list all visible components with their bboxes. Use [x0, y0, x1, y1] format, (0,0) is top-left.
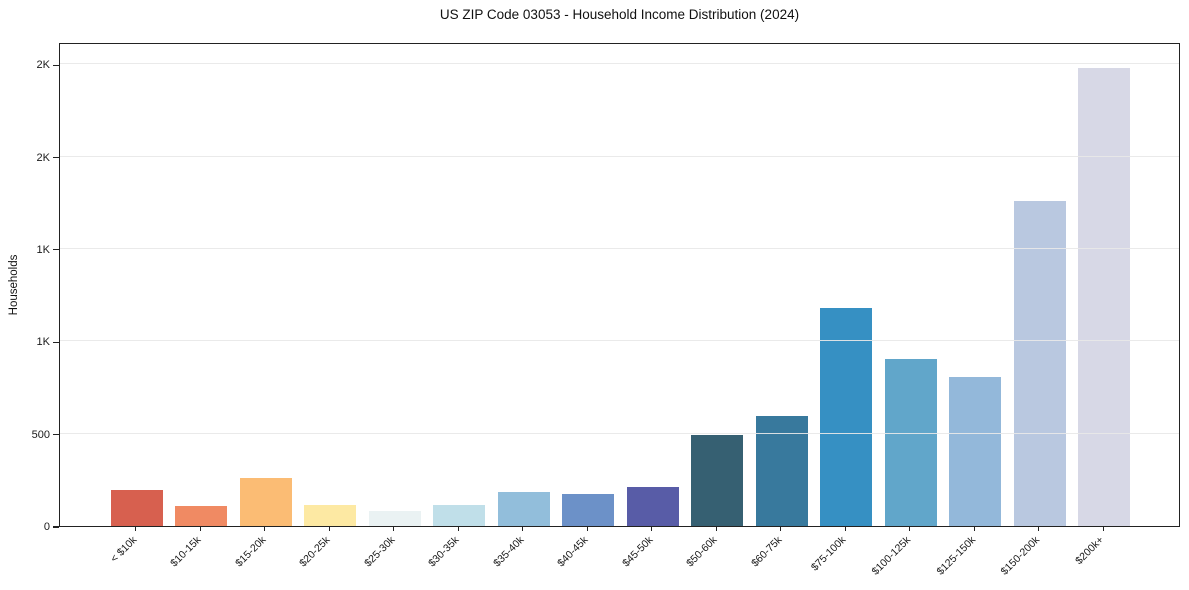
ytick-label: 1K [36, 336, 50, 349]
ytick-mark-2500 [53, 64, 59, 66]
y-axis-label: Households [8, 254, 20, 316]
xtick-label: $50-60k [684, 534, 720, 570]
bar-$150-200k [1013, 200, 1066, 526]
gridline-1500 [60, 247, 1179, 249]
xtick-mark-$50-60k [715, 527, 717, 531]
xtick-label: $150-200k [998, 534, 1043, 578]
bar-$75-100k [820, 307, 873, 526]
xtick-mark-$35-40k [522, 527, 524, 531]
bar-$100-125k [884, 358, 937, 526]
xtick-label: $40-45k [555, 534, 591, 570]
xtick-mark-$200k+ [1102, 527, 1104, 531]
xtick-mark-$40-45k [586, 527, 588, 531]
xtick-mark-$30-35k [457, 527, 459, 531]
bar-$35-40k [497, 491, 550, 526]
xtick-label: $30-35k [426, 534, 462, 570]
xtick-label: < $10k [108, 534, 140, 565]
ytick-label: 1K [36, 243, 50, 256]
gridline-500 [60, 432, 1179, 434]
ytick-mark-1000 [53, 341, 59, 343]
xtick-mark-$20-25k [328, 527, 330, 531]
ytick-mark-2000 [53, 156, 59, 159]
xtick-label: $25-30k [361, 534, 398, 570]
xtick-label: $10-15k [168, 534, 204, 570]
bar-$30-35k [433, 505, 486, 526]
xtick-mark-$25-30k [393, 527, 395, 531]
xtick-label: $45-50k [619, 534, 656, 570]
bar-$45-50k [626, 487, 679, 526]
xtick-mark-$100-125k [909, 527, 911, 531]
xtick-label: $100-125k [869, 534, 914, 578]
xtick-mark-< $10k [135, 527, 137, 531]
bar-$200k+ [1078, 67, 1131, 526]
xtick-mark-$10-15k [199, 527, 201, 531]
xtick-mark-$75-100k [844, 527, 846, 531]
ytick-label: 500 [31, 428, 50, 441]
xtick-mark-$60-75k [780, 527, 782, 531]
xtick-label: $60-75k [748, 534, 785, 570]
xtick-mark-$125-150k [973, 527, 975, 531]
ytick-label: 2K [36, 59, 50, 72]
xtick-mark-$150-200k [1038, 527, 1040, 531]
ytick-label: 0 [43, 521, 50, 533]
ytick-mark-0 [53, 526, 59, 528]
bar-$20-25k [304, 504, 357, 526]
xtick-mark-$15-20k [264, 527, 266, 531]
bar-$125-150k [949, 377, 1002, 526]
bar-$60-75k [755, 416, 808, 526]
bar-$40-45k [562, 493, 615, 526]
bar-< $10k [110, 490, 163, 526]
plot-area [59, 43, 1180, 527]
xtick-label: $20-25k [297, 534, 333, 570]
bar-$10-15k [175, 505, 228, 526]
xtick-label: $15-20k [232, 534, 269, 570]
bar-$50-60k [691, 435, 744, 526]
bar-$15-20k [239, 478, 292, 526]
xtick-label: $75-100k [809, 534, 849, 574]
ytick-mark-1500 [53, 249, 59, 251]
xtick-label: $200k+ [1073, 534, 1107, 568]
bar-$25-30k [368, 510, 421, 526]
ytick-mark-500 [53, 434, 59, 436]
ytick-label: 2K [36, 151, 50, 164]
xtick-label: $125-150k [934, 534, 978, 578]
gridline-2000 [60, 155, 1179, 157]
xtick-label: $35-40k [490, 534, 527, 570]
gridline-1000 [60, 340, 1179, 342]
chart-title: US ZIP Code 03053 - Household Income Dis… [439, 7, 800, 22]
xtick-mark-$45-50k [651, 527, 653, 531]
gridline-2500 [60, 63, 1179, 65]
